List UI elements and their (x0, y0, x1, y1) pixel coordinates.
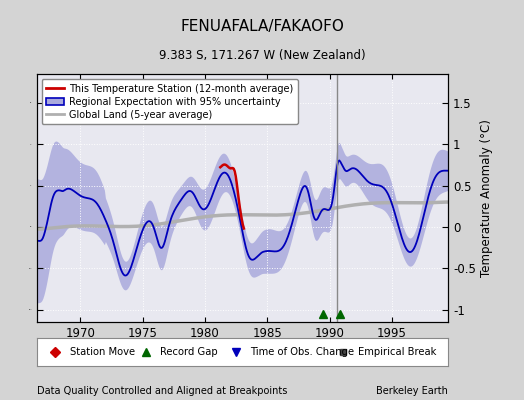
Text: Data Quality Controlled and Aligned at Breakpoints: Data Quality Controlled and Aligned at B… (37, 386, 287, 396)
Text: Empirical Break: Empirical Break (357, 347, 436, 357)
Text: Record Gap: Record Gap (160, 347, 217, 357)
Text: Berkeley Earth: Berkeley Earth (376, 386, 448, 396)
Text: 9.383 S, 171.267 W (New Zealand): 9.383 S, 171.267 W (New Zealand) (159, 49, 365, 62)
Text: Time of Obs. Change: Time of Obs. Change (250, 347, 355, 357)
Text: Station Move: Station Move (70, 347, 135, 357)
Text: FENUAFALA/FAKAOFO: FENUAFALA/FAKAOFO (180, 19, 344, 34)
Y-axis label: Temperature Anomaly (°C): Temperature Anomaly (°C) (480, 119, 493, 277)
Legend: This Temperature Station (12-month average), Regional Expectation with 95% uncer: This Temperature Station (12-month avera… (41, 79, 298, 124)
